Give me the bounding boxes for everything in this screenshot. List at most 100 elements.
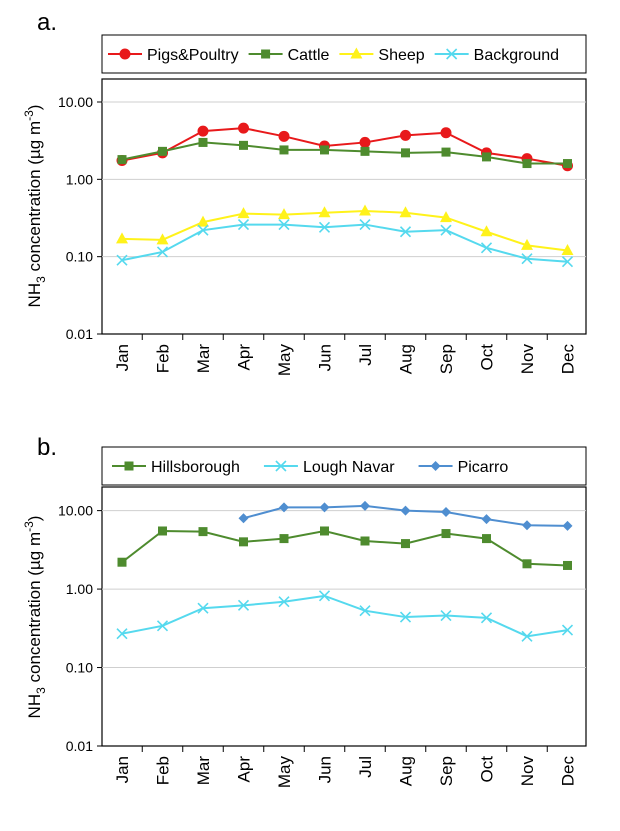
data-point-cattle [198, 137, 208, 147]
data-point-cattle [482, 152, 491, 162]
x-tick-label-sep: Sep [437, 344, 456, 374]
data-point-sheep [156, 233, 169, 245]
series-line-background [121, 223, 568, 263]
data-point-pigs-poultry [400, 129, 411, 141]
data-point-lough-navar [399, 611, 412, 623]
data-point-cattle [360, 146, 370, 156]
x-tick-label-jun: Jun [316, 756, 335, 783]
data-point-sheep [318, 206, 331, 218]
x-tick-label-jul: Jul [356, 756, 375, 778]
data-point-picarro [522, 520, 532, 531]
data-point-sheep [197, 215, 209, 227]
x-tick-label-mar: Mar [194, 756, 213, 786]
panel-b-y-ticks: 10.00 1.00 0.10 0.01 [58, 503, 102, 754]
legend-label: Lough Navar [303, 459, 395, 476]
legend-label: Background [474, 47, 559, 64]
data-point-hillsborough [158, 526, 167, 536]
panel-a-y-ticks: 10.00 1.00 0.10 0.01 [58, 94, 102, 342]
data-point-hillsborough [320, 526, 329, 536]
data-point-background [440, 224, 452, 236]
panel-a-x-ticks: Jan Feb Mar Apr May Jun Jul Aug Sep Oct Nov Dec [113, 334, 578, 376]
data-point-sheep [440, 211, 452, 223]
legend-item-hillsborough: Hillsborough [112, 459, 240, 476]
legend-item-picarro: Picarro [418, 459, 508, 476]
data-point-picarro [319, 502, 330, 513]
data-point-pigs-poultry [197, 125, 209, 137]
series-sheep [116, 204, 574, 256]
data-point-picarro [481, 514, 492, 525]
x-tick-label-apr: Apr [235, 756, 254, 783]
data-point-background [197, 224, 209, 236]
data-point-background [521, 253, 533, 265]
legend-item-sheep: Sheep [339, 47, 425, 64]
data-point-sheep [561, 244, 574, 256]
data-point-cattle [401, 148, 410, 158]
panel-a-legend: Pigs&Poultry Cattle Sheep Background [108, 47, 559, 64]
x-tick-label-may: May [275, 756, 294, 789]
data-point-lough-navar [318, 590, 331, 602]
x-tick-label-mar: Mar [194, 344, 213, 374]
x-tick-label-jun: Jun [316, 344, 335, 371]
legend-marker-pigs-poultry [119, 48, 131, 60]
legend-marker-cattle [261, 49, 271, 59]
data-point-lough-navar [359, 605, 371, 617]
x-tick-label-feb: Feb [154, 756, 173, 785]
data-point-hillsborough [279, 534, 289, 544]
x-tick-label-aug: Aug [397, 344, 416, 374]
data-point-pigs-poultry [359, 136, 371, 148]
data-point-cattle [279, 145, 289, 155]
data-point-picarro [279, 502, 289, 513]
data-point-cattle [522, 159, 532, 169]
data-point-picarro [562, 520, 573, 531]
legend-marker-background [446, 48, 458, 60]
legend-item-cattle: Cattle [248, 47, 329, 64]
x-tick-label-jul: Jul [356, 344, 375, 366]
y-tick-label: 10.00 [58, 94, 93, 110]
panel-a-plot-area [101, 78, 587, 335]
legend-marker-picarro [430, 461, 441, 471]
series-line-pigs-poultry [121, 127, 568, 167]
data-point-lough-navar [237, 599, 250, 611]
x-tick-label-may: May [275, 344, 294, 377]
data-point-sheep [237, 207, 250, 219]
y-tick-label: 0.01 [66, 326, 93, 342]
x-tick-label-oct: Oct [478, 344, 497, 371]
data-point-background [318, 221, 331, 233]
series-background [116, 219, 574, 268]
x-tick-label-sep: Sep [437, 756, 456, 786]
legend-marker-hillsborough [124, 461, 134, 471]
y-tick-label: 10.00 [58, 503, 93, 519]
series-cattle [117, 137, 572, 169]
data-point-lough-navar [116, 628, 128, 640]
series-line-sheep [121, 209, 568, 252]
data-point-background [399, 226, 412, 238]
data-point-background [116, 254, 128, 266]
legend-item-pigs-poultry: Pigs&Poultry [108, 47, 239, 64]
data-point-lough-navar [440, 609, 452, 622]
panel-b: b. Hillsborough Lough Navar Picarro 10.001… [22, 434, 587, 789]
data-point-background [480, 242, 493, 254]
legend-label: Sheep [378, 47, 424, 64]
series-lough-navar [116, 590, 574, 642]
panel-a-y-axis-title: NH3 concentration (µg m-3) [22, 105, 48, 308]
panel-b-label: b. [37, 434, 57, 461]
data-point-hillsborough [360, 536, 370, 546]
data-point-sheep [399, 206, 412, 218]
x-tick-label-feb: Feb [154, 344, 173, 373]
data-point-cattle [320, 145, 329, 155]
data-point-picarro [360, 500, 370, 511]
data-point-pigs-poultry [440, 127, 452, 139]
y-tick-label: 0.01 [66, 738, 93, 754]
x-tick-label-oct: Oct [478, 756, 497, 783]
data-point-lough-navar [278, 596, 290, 608]
data-point-sheep [278, 208, 290, 220]
data-point-sheep [521, 238, 533, 250]
panel-b-gridlines [102, 510, 586, 669]
data-point-cattle [441, 147, 451, 157]
legend-label: Pigs&Poultry [147, 47, 239, 64]
legend-label: Hillsborough [151, 459, 240, 476]
data-point-background [561, 256, 574, 268]
x-tick-label-nov: Nov [518, 344, 537, 375]
x-tick-label-nov: Nov [518, 756, 537, 787]
